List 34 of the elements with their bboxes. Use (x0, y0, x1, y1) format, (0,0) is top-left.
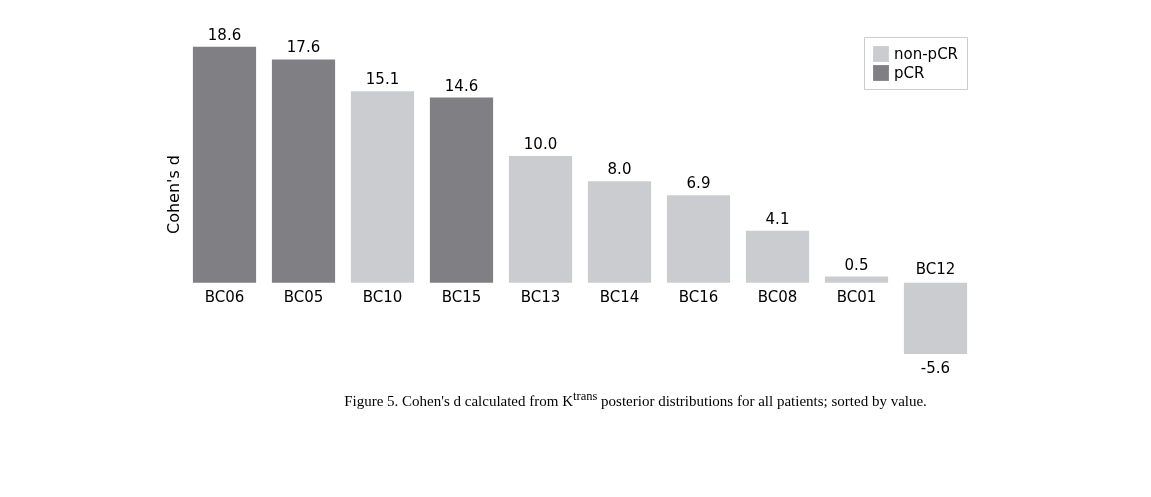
legend-label: non-pCR (894, 45, 959, 63)
x-tick-label: BC01 (836, 287, 877, 306)
bar (587, 181, 652, 283)
data-label: 0.5 (844, 255, 869, 274)
bar (745, 230, 810, 283)
caption: Figure 5. Cohen's d calculated from K$^{trans}$ posterior distributions for all patients; sorted by value. (343, 389, 928, 410)
bar (429, 97, 494, 283)
x-tick-label: BC08 (757, 287, 798, 306)
data-label: 4.1 (765, 209, 790, 228)
data-label: 15.1 (365, 70, 400, 89)
x-tick-label: BC06 (204, 287, 245, 306)
x-tick-label: BC05 (283, 287, 324, 306)
x-tick-label: BC15 (441, 287, 482, 306)
data-label: 14.6 (444, 76, 479, 95)
x-tick-label: BC13 (520, 287, 561, 306)
data-label: 17.6 (286, 38, 321, 57)
bar (192, 46, 257, 283)
x-tick-label: BC16 (678, 287, 719, 306)
data-label: 18.6 (207, 25, 242, 44)
y-axis-title: Cohen's d (163, 154, 183, 235)
bar (508, 155, 573, 283)
bar (666, 195, 731, 283)
x-tick-label: BC12 (915, 259, 956, 278)
x-tick-label: BC14 (599, 287, 640, 306)
bar (824, 276, 889, 283)
data-label: -5.6 (920, 358, 951, 377)
bar (271, 59, 336, 283)
data-label: 10.0 (523, 134, 558, 153)
data-label: 6.9 (686, 174, 711, 193)
legend-label: pCR (894, 64, 925, 82)
bar (350, 91, 415, 283)
data-label: 8.0 (607, 160, 632, 179)
x-tick-label: BC10 (362, 287, 403, 306)
bar (903, 282, 968, 354)
